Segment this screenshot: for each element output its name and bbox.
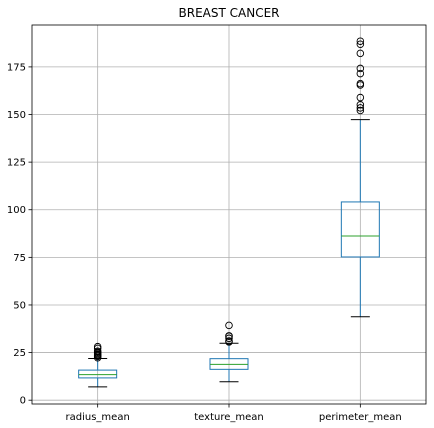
y-tick-label: 0 (20, 396, 26, 407)
x-tick-label: radius_mean (66, 412, 130, 423)
outlier-point (356, 64, 365, 73)
outlier-point (356, 93, 365, 102)
outlier-point (225, 337, 233, 345)
box-perimeter_mean (340, 37, 380, 318)
outlier-point (356, 101, 365, 109)
outlier-point (356, 106, 365, 115)
outlier-point (356, 79, 365, 88)
outlier-point (93, 347, 102, 355)
axis-layer: 0 25 50 75 100 125 150 175 radius_mean texture_me… (7, 62, 402, 423)
chart-title: BREAST CANCER (179, 6, 280, 20)
outlier-point (356, 37, 365, 45)
iqr-box (78, 369, 118, 379)
outlier-point (225, 321, 233, 330)
y-tick-label: 25 (13, 348, 26, 359)
outlier-point (356, 69, 365, 78)
outlier-point (356, 40, 365, 48)
outlier-point (356, 104, 365, 112)
y-tick-label: 50 (13, 300, 26, 311)
outlier-point (225, 332, 233, 340)
outlier-point (225, 334, 233, 343)
box-radius_mean (78, 342, 118, 388)
y-tick-label: 125 (7, 158, 26, 169)
y-tick-label: 150 (7, 110, 26, 121)
outlier-point (93, 342, 102, 351)
y-tick-label: 175 (7, 62, 26, 73)
y-tick-label: 100 (7, 205, 26, 216)
box-layer (78, 37, 380, 388)
box-texture_mean (209, 321, 249, 383)
y-tick-label: 75 (13, 253, 26, 264)
iqr-box (340, 201, 380, 258)
x-tick-label: texture_mean (194, 412, 263, 423)
x-tick-label: perimeter_mean (319, 412, 402, 423)
outlier-point (356, 49, 365, 58)
plot-frame (31, 24, 427, 405)
